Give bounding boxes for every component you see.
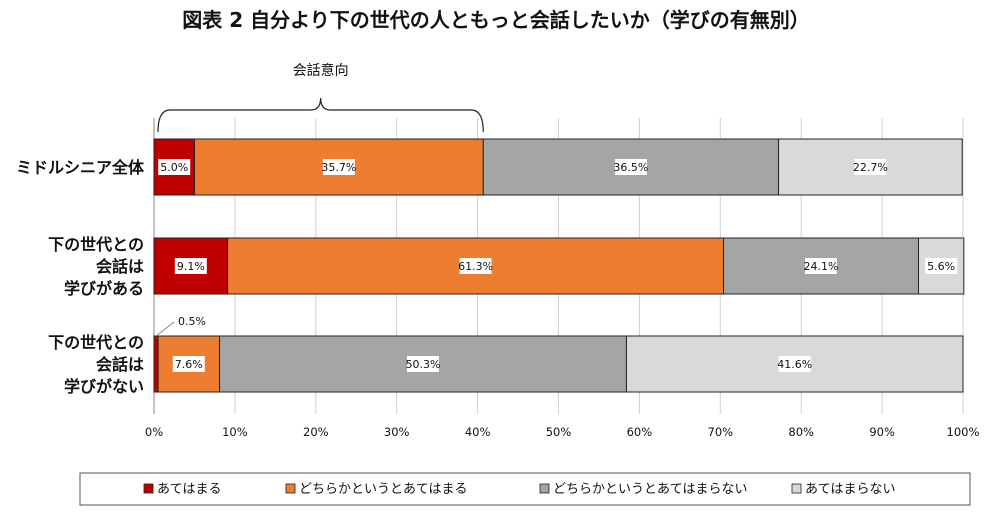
data-label: 35.7% <box>321 161 356 174</box>
data-label: 5.6% <box>927 260 955 273</box>
data-label: 22.7% <box>853 161 888 174</box>
x-tick-label: 80% <box>788 425 814 439</box>
bar-segment <box>153 335 159 393</box>
data-label-box <box>778 356 811 372</box>
category-label: 学びがない <box>64 377 144 396</box>
x-tick-label: 90% <box>869 425 895 439</box>
leader-line <box>155 321 175 337</box>
legend-label: あてはまる <box>157 482 221 497</box>
x-tick-label: 100% <box>947 425 980 439</box>
legend-label: どちらかというとあてはまらない <box>553 482 747 497</box>
legend-swatch <box>285 483 296 494</box>
data-label-box <box>158 159 191 175</box>
x-tick-label: 40% <box>465 425 491 439</box>
data-label-box <box>172 356 205 372</box>
data-label: 41.6% <box>777 358 812 371</box>
data-label-box <box>925 258 958 274</box>
x-tick-label: 10% <box>222 425 248 439</box>
data-label-box <box>322 159 355 175</box>
legend-label: あてはまらない <box>805 482 895 497</box>
data-label-box <box>174 258 207 274</box>
x-tick-label: 0% <box>145 425 163 439</box>
data-label: 36.5% <box>613 161 648 174</box>
legend-swatch <box>143 483 154 494</box>
data-label: 9.1% <box>177 260 205 273</box>
data-label-box <box>459 258 492 274</box>
category-label: 会話は <box>96 257 144 276</box>
annotation-bracket: 会話意向 <box>157 62 484 133</box>
annotation-label: 会話意向 <box>293 62 349 79</box>
x-tick-label: 60% <box>627 425 653 439</box>
x-tick-label: 50% <box>546 425 572 439</box>
data-label: 24.1% <box>804 260 839 273</box>
data-label-box <box>854 159 887 175</box>
legend-box <box>79 472 971 506</box>
bars <box>153 138 965 393</box>
data-labels: 5.0% 35.7% 36.5% 22.7% 9.1% 61.3% 24.1% 5.6% 0.5… <box>155 159 958 372</box>
category-label: 学びがある <box>64 279 144 298</box>
bar-segment <box>227 237 725 295</box>
data-label: 0.5% <box>178 315 206 328</box>
data-label-box <box>406 356 439 372</box>
data-label-box <box>805 258 838 274</box>
legend-swatch <box>791 483 802 494</box>
chart-title: 図表 2 自分より下の世代の人ともっと会話したいか（学びの有無別） <box>182 8 809 32</box>
legend: あてはまる どちらかというとあてはまる どちらかというとあてはまらない あてはまらない <box>79 472 971 506</box>
category-label: 下の世代との <box>48 333 144 352</box>
data-label: 7.6% <box>175 358 203 371</box>
data-label: 50.3% <box>406 358 441 371</box>
annotation-brace <box>157 97 484 133</box>
bar-segment <box>723 237 920 295</box>
category-label: ミドルシニア全体 <box>16 158 145 177</box>
x-tick-label: 30% <box>384 425 410 439</box>
x-tick-label: 70% <box>708 425 734 439</box>
legend-label: どちらかというとあてはまる <box>299 482 467 497</box>
x-tick-label: 20% <box>303 425 329 439</box>
data-label: 61.3% <box>458 260 493 273</box>
x-axis-ticks: 0% 10% 20% 30% 40% 50% 60% 70% 80% 90% 100% <box>145 425 980 439</box>
data-label: 5.0% <box>160 161 188 174</box>
legend-swatch <box>539 483 550 494</box>
category-label: 会話は <box>96 355 144 374</box>
category-label: 下の世代との <box>48 235 144 254</box>
data-label-box <box>614 159 647 175</box>
